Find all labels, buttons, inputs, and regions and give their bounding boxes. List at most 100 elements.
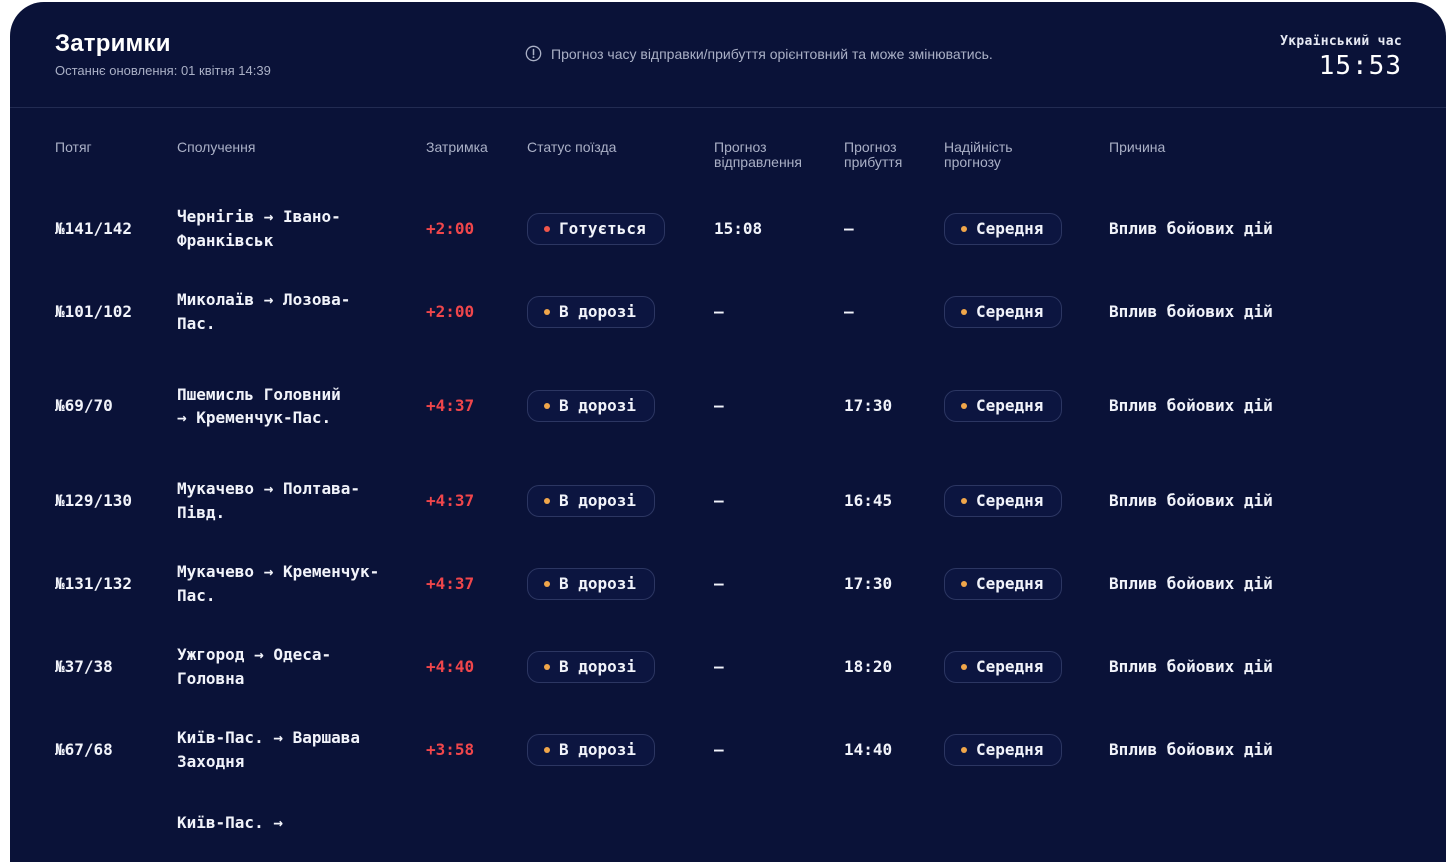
delay-reason: Вплив бойових дій xyxy=(1109,396,1273,416)
board-header: Затримки Останнє оновлення: 01 квітня 14… xyxy=(10,2,1446,108)
reliability-dot-icon xyxy=(961,403,967,409)
route-text: Ужгород → Одеса-Головна xyxy=(177,645,332,688)
route-cell: Чернігів → Івано-Франківськ xyxy=(177,187,387,270)
status-cell: Готується xyxy=(527,187,665,270)
table-header: Потяг Сполучення Затримка Статус поїзда … xyxy=(10,140,1446,180)
route-cell: Київ-Пас. → Варшава Заходня xyxy=(177,708,387,791)
last-update-text: Останнє оновлення: 01 квітня 14:39 xyxy=(55,63,271,78)
column-header-departure-forecast: Прогноз відправлення xyxy=(714,139,802,170)
page-title: Затримки xyxy=(55,30,171,57)
delays-board: Затримки Останнє оновлення: 01 квітня 14… xyxy=(10,2,1446,862)
departure-forecast: — xyxy=(714,396,724,416)
reliability-cell: Середня xyxy=(944,625,1063,708)
train-number: №101/102 xyxy=(55,301,133,321)
delay-value: +3:58 xyxy=(426,739,475,759)
delay-reason: Вплив бойових дій xyxy=(1109,218,1273,238)
status-badge: Готується xyxy=(527,212,665,245)
status-badge: В дорозі xyxy=(527,484,656,517)
reliability-dot-icon xyxy=(961,746,967,753)
departure-forecast: 15:08 xyxy=(714,218,763,238)
table-row: №69/70 Пшемисль Головний → Кременчук-Пас… xyxy=(10,353,1446,459)
train-number: №69/70 xyxy=(55,396,113,416)
departure-forecast: — xyxy=(714,301,724,321)
arrival-forecast: 17:30 xyxy=(844,573,893,593)
status-dot-icon xyxy=(544,403,550,409)
status-cell: В дорозі xyxy=(527,542,656,625)
departure-forecast: — xyxy=(714,656,724,676)
route-text: Київ-Пас. → Варшава Заходня xyxy=(177,728,361,771)
table-row: №67/68 Київ-Пас. → Варшава Заходня +3:58… xyxy=(10,708,1446,791)
status-cell: В дорозі xyxy=(527,353,656,459)
reliability-badge: Середня xyxy=(944,212,1063,245)
status-badge: В дорозі xyxy=(527,390,656,422)
status-label: В дорозі xyxy=(559,301,637,321)
delay-reason: Вплив бойових дій xyxy=(1109,656,1273,676)
reliability-badge: Середня xyxy=(944,650,1063,683)
route-text: Мукачево → Полтава-Півд. xyxy=(177,479,361,522)
table-row: №131/132 Мукачево → Кременчук-Пас. +4:37… xyxy=(10,542,1446,625)
status-label: В дорозі xyxy=(559,490,637,510)
route-cell: Миколаїв → Лозова-Пас. xyxy=(177,270,387,353)
reliability-label: Середня xyxy=(976,656,1044,676)
delays-table-body: №141/142 Чернігів → Івано-Франківськ +2:… xyxy=(10,187,1446,862)
route-text: Миколаїв → Лозова-Пас. xyxy=(177,290,351,333)
status-badge: В дорозі xyxy=(527,650,656,683)
route-cell: Київ-Пас. → xyxy=(177,791,387,835)
status-label: В дорозі xyxy=(559,396,637,416)
forecast-notice-text: Прогноз часу відправки/прибуття орієнтов… xyxy=(551,45,993,62)
delay-value: +4:37 xyxy=(426,490,475,510)
column-header-reason: Причина xyxy=(1109,139,1166,155)
reliability-label: Середня xyxy=(976,301,1044,321)
delay-value: +2:00 xyxy=(426,301,475,321)
train-number: №141/142 xyxy=(55,218,133,238)
reliability-dot-icon xyxy=(961,497,967,504)
reliability-label: Середня xyxy=(976,739,1044,759)
route-cell: Мукачево → Полтава-Півд. xyxy=(177,459,387,542)
status-dot-icon xyxy=(544,308,550,315)
table-row: Київ-Пас. → xyxy=(10,791,1446,862)
reliability-badge: Середня xyxy=(944,733,1063,766)
status-dot-icon xyxy=(544,746,550,753)
delay-value: +4:40 xyxy=(426,656,475,676)
delay-reason: Вплив бойових дій xyxy=(1109,739,1273,759)
column-header-route: Сполучення xyxy=(177,139,256,155)
reliability-cell: Середня xyxy=(944,542,1063,625)
reliability-badge: Середня xyxy=(944,295,1063,328)
route-cell: Мукачево → Кременчук-Пас. xyxy=(177,542,387,625)
status-cell: В дорозі xyxy=(527,459,656,542)
column-header-arrival-forecast: Прогноз прибуття xyxy=(844,139,903,170)
train-number: №37/38 xyxy=(55,656,113,676)
departure-forecast: — xyxy=(714,490,724,510)
column-header-delay: Затримка xyxy=(426,139,488,155)
status-cell: В дорозі xyxy=(527,708,656,791)
column-header-train: Потяг xyxy=(55,139,92,155)
ukrainian-time-clock: Український час 15:53 xyxy=(1280,34,1402,81)
reliability-badge: Середня xyxy=(944,484,1063,517)
clock-label: Український час xyxy=(1280,34,1402,49)
delay-value: +4:37 xyxy=(426,396,475,416)
arrival-forecast: — xyxy=(844,218,854,238)
column-header-status: Статус поїзда xyxy=(527,139,617,155)
column-header-reliability: Надійність прогнозу xyxy=(944,139,1013,170)
delay-value: +4:37 xyxy=(426,573,475,593)
reliability-dot-icon xyxy=(961,225,967,232)
reliability-cell: Середня xyxy=(944,353,1063,459)
reliability-cell: Середня xyxy=(944,708,1063,791)
route-text: Пшемисль Головний → Кременчук-Пас. xyxy=(177,384,341,428)
table-row: №129/130 Мукачево → Полтава-Півд. +4:37 … xyxy=(10,459,1446,542)
delay-reason: Вплив бойових дій xyxy=(1109,301,1273,321)
route-text: Київ-Пас. → xyxy=(177,813,283,832)
table-row: №141/142 Чернігів → Івано-Франківськ +2:… xyxy=(10,187,1446,270)
train-number: №129/130 xyxy=(55,490,133,510)
reliability-label: Середня xyxy=(976,490,1044,510)
arrival-forecast: 16:45 xyxy=(844,490,893,510)
arrival-forecast: 18:20 xyxy=(844,656,893,676)
reliability-dot-icon xyxy=(961,580,967,587)
clock-time: 15:53 xyxy=(1318,51,1402,81)
delay-value: +2:00 xyxy=(426,218,475,238)
reliability-dot-icon xyxy=(961,308,967,315)
table-row: №37/38 Ужгород → Одеса-Головна +4:40 В д… xyxy=(10,625,1446,708)
reliability-cell: Середня xyxy=(944,459,1063,542)
reliability-cell: Середня xyxy=(944,270,1063,353)
delay-reason: Вплив бойових дій xyxy=(1109,490,1273,510)
